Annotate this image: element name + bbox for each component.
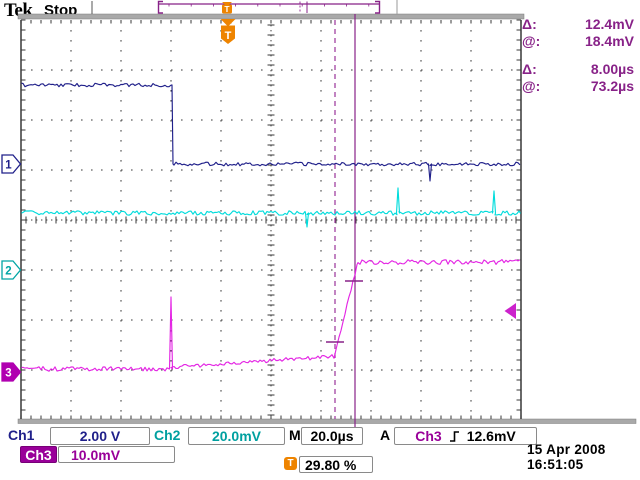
readout-delta-t: Δ: 8.00µs: [522, 61, 634, 78]
rising-edge-icon: [449, 430, 459, 442]
trigger-level-arrow[interactable]: [504, 303, 517, 319]
readout-value: 12.4mV: [584, 16, 634, 32]
ch1-label: Ch1: [8, 427, 35, 443]
datetime: 15 Apr 2008 16:51:05: [527, 442, 606, 472]
ch3-label-badge: Ch3: [20, 446, 57, 463]
delta-icon: Δ:: [522, 16, 537, 32]
ch2-scale: 20.0mV: [211, 428, 262, 444]
trace-ch1: [21, 82, 521, 182]
ch2-label: Ch2: [154, 427, 181, 443]
ch3-label: Ch3: [25, 446, 52, 463]
timebase-box: 20.0µs: [301, 427, 363, 445]
at-icon: @:: [522, 33, 541, 49]
trace-ch2: [21, 187, 521, 228]
readout-value: 18.4mV: [584, 33, 634, 49]
traces: [21, 82, 521, 372]
at-icon: @:: [522, 78, 541, 94]
time: 16:51:05: [527, 457, 584, 472]
trigger-bar-t-flag[interactable]: T: [222, 2, 232, 14]
bezel-bottom: [17, 418, 637, 424]
svg-text:T: T: [224, 4, 230, 14]
ch1-scale-box: 2.00 V: [50, 427, 150, 445]
ch1-scale: 2.00 V: [79, 428, 121, 444]
channel-marker-label: 3: [5, 368, 11, 380]
trigger-level: 12.6mV: [466, 428, 516, 444]
trigger-info-box: Ch3 12.6mV: [394, 427, 537, 445]
channel-marker-label: 2: [5, 266, 11, 278]
svg-text:T: T: [225, 30, 232, 42]
trigger-position-bar: T: [157, 0, 381, 14]
readout-at-t: @: 73.2µs: [522, 78, 634, 95]
ch2-scale-box: 20.0mV: [188, 427, 285, 445]
trace-ch3: [21, 259, 521, 372]
readout-value: 8.00µs: [590, 61, 634, 77]
readout-delta-v: Δ: 12.4mV: [522, 16, 634, 33]
trigger-position-value: 29.80 %: [305, 456, 357, 473]
bezel-top: [17, 13, 525, 20]
trigger-position-box: 29.80 %: [299, 456, 373, 473]
readout-value: 73.2µs: [590, 78, 634, 94]
delta-icon: Δ:: [522, 61, 537, 77]
date: 15 Apr 2008: [527, 442, 606, 457]
trigger-position-marker[interactable]: T: [220, 19, 236, 44]
trigger-t-icon: T: [284, 457, 297, 470]
channel-marker-1[interactable]: 1: [1, 154, 22, 174]
trigger-t-letter: T: [287, 458, 294, 469]
channel-marker-2[interactable]: 2: [1, 260, 22, 280]
ch3-scale-box: 10.0mV: [58, 446, 175, 463]
cursor-readouts: Δ: 12.4mV @: 18.4mV Δ: 8.00µs @: 73.2µs: [522, 16, 634, 95]
trigger-mode-label: A: [380, 427, 391, 443]
ch3-scale: 10.0mV: [71, 446, 121, 463]
trigger-source: Ch3: [415, 428, 442, 444]
channel-marker-3[interactable]: 3: [1, 362, 22, 382]
readout-at-v: @: 18.4mV: [522, 33, 634, 50]
timebase-label: M: [289, 427, 301, 443]
timebase-value: 20.0µs: [310, 428, 354, 444]
channel-marker-label: 1: [5, 160, 12, 172]
